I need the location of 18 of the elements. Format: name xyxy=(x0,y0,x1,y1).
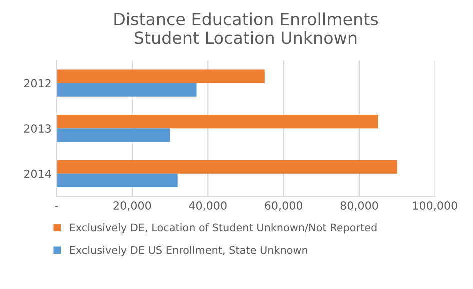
x-tick-label: 80,000 xyxy=(340,202,378,212)
bar xyxy=(56,115,378,129)
bar xyxy=(56,70,265,84)
x-tick-label: 100,000 xyxy=(413,202,458,212)
bar xyxy=(56,174,178,188)
y-tick-label: 2012 xyxy=(24,79,51,88)
legend-label: Exclusively DE, Location of Student Unknown/Not Reported xyxy=(70,224,377,234)
y-tick-label: 2013 xyxy=(24,124,52,133)
x-tick-label: - xyxy=(55,206,58,208)
bar xyxy=(56,128,170,142)
x-tick-label: 60,000 xyxy=(265,202,302,212)
bar xyxy=(56,83,197,97)
bar xyxy=(56,160,398,174)
x-tick-label: 40,000 xyxy=(189,202,227,212)
y-tick-label: 2014 xyxy=(24,170,52,178)
x-tick-label: 20,000 xyxy=(114,202,152,212)
legend-label: Exclusively DE US Enrollment, State Unknown xyxy=(70,246,308,256)
chart-title: Distance Education Enrollments Student Location Unknown xyxy=(114,12,378,44)
